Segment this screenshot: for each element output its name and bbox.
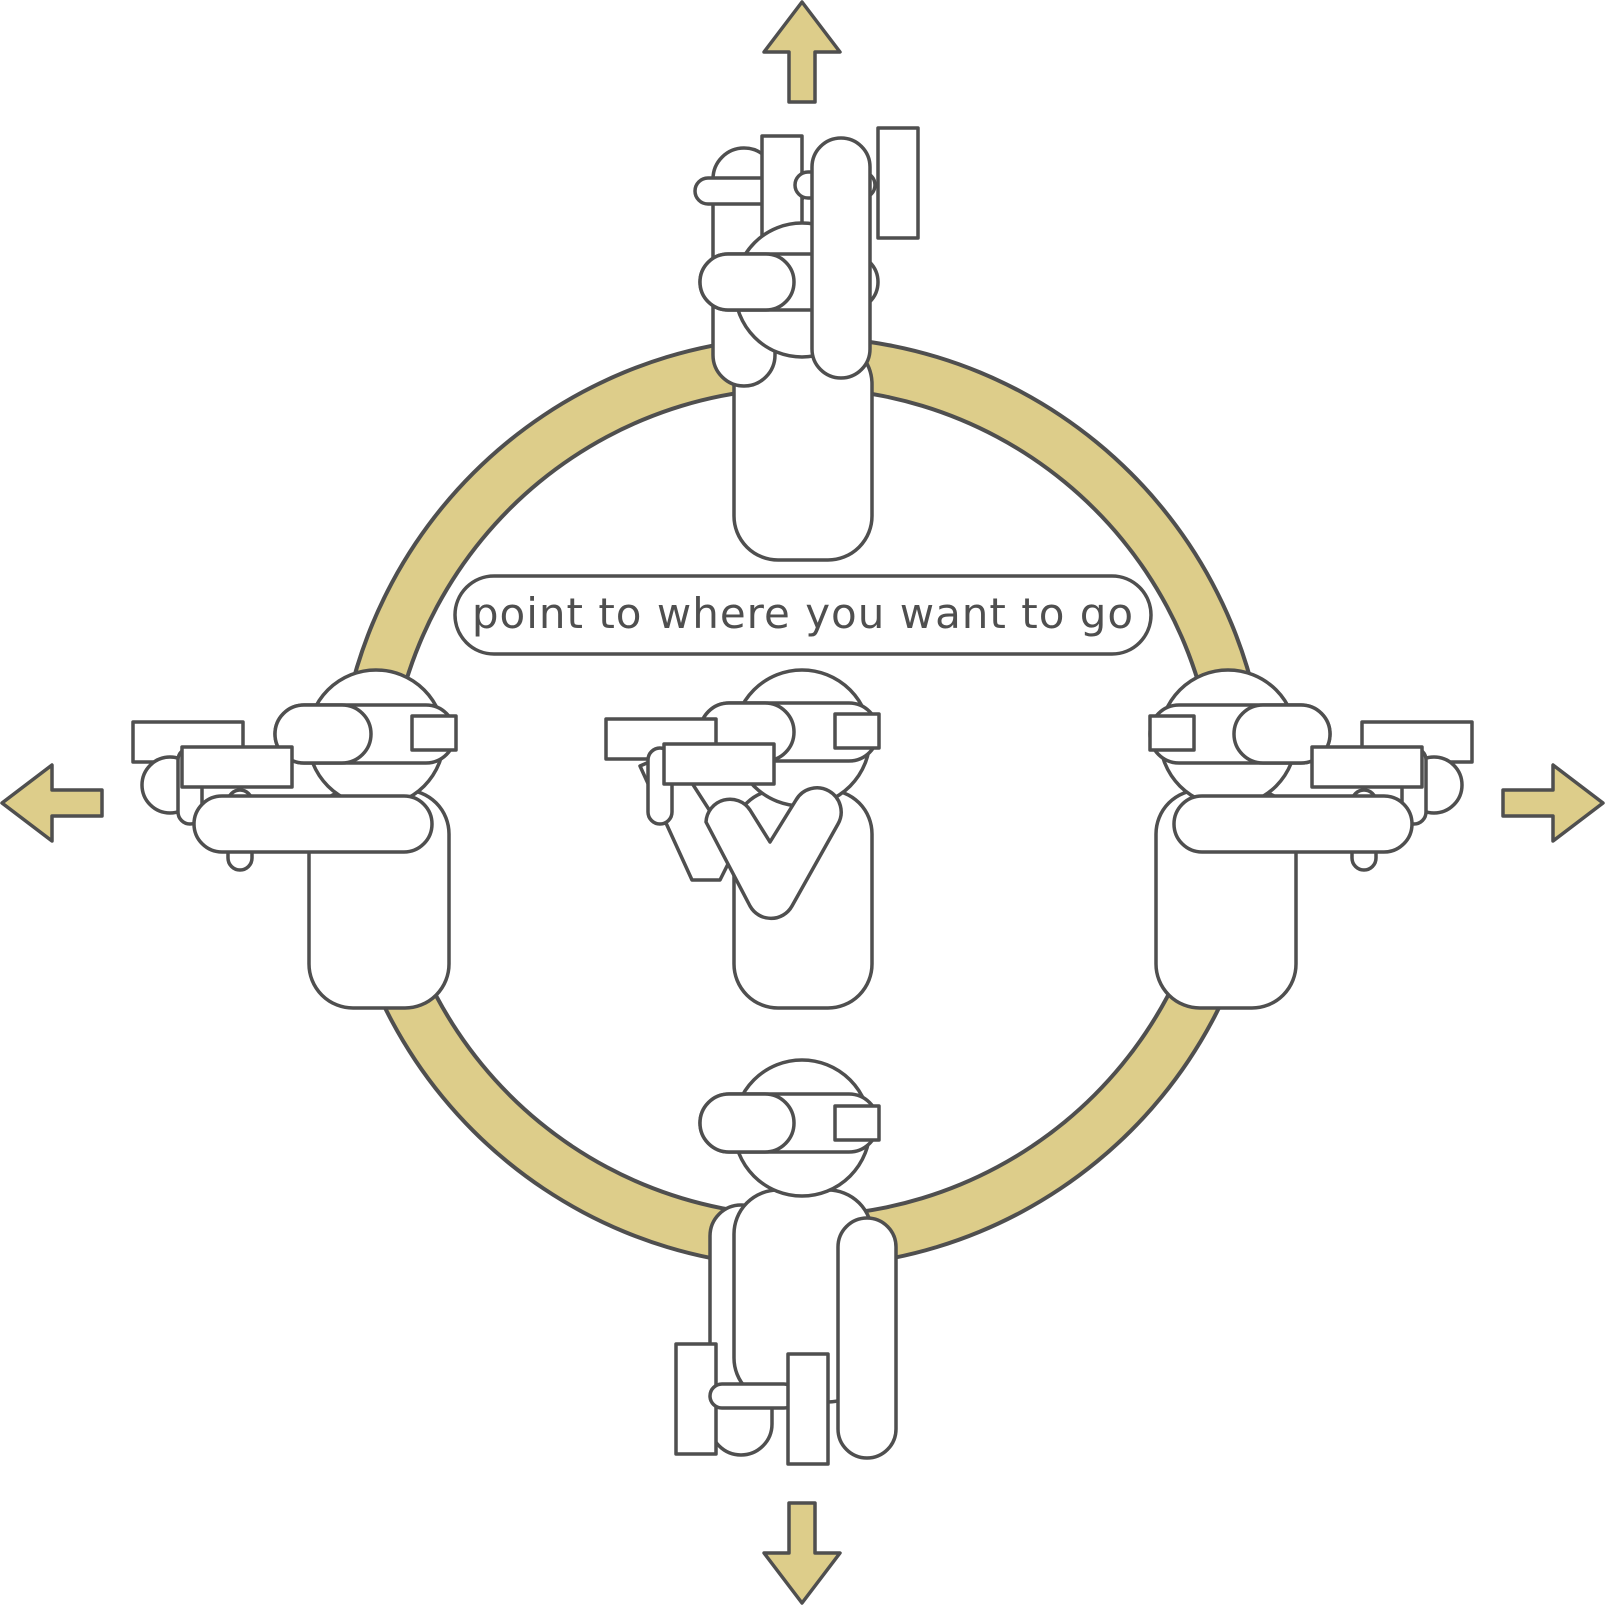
caption-pill: point to where you want to go [453,574,1153,656]
figure-pointing-left [131,668,458,1010]
figure-pointing-center [604,668,881,1010]
figure-pointing-up [693,126,920,562]
arrow-right [1501,763,1605,843]
caption-text: point to where you want to go [472,589,1134,638]
arrow-left [0,763,104,843]
arrow-up [762,0,842,104]
arrow-down [762,1501,842,1605]
figure-pointing-right [1148,668,1474,1010]
figure-pointing-down [674,1058,898,1466]
